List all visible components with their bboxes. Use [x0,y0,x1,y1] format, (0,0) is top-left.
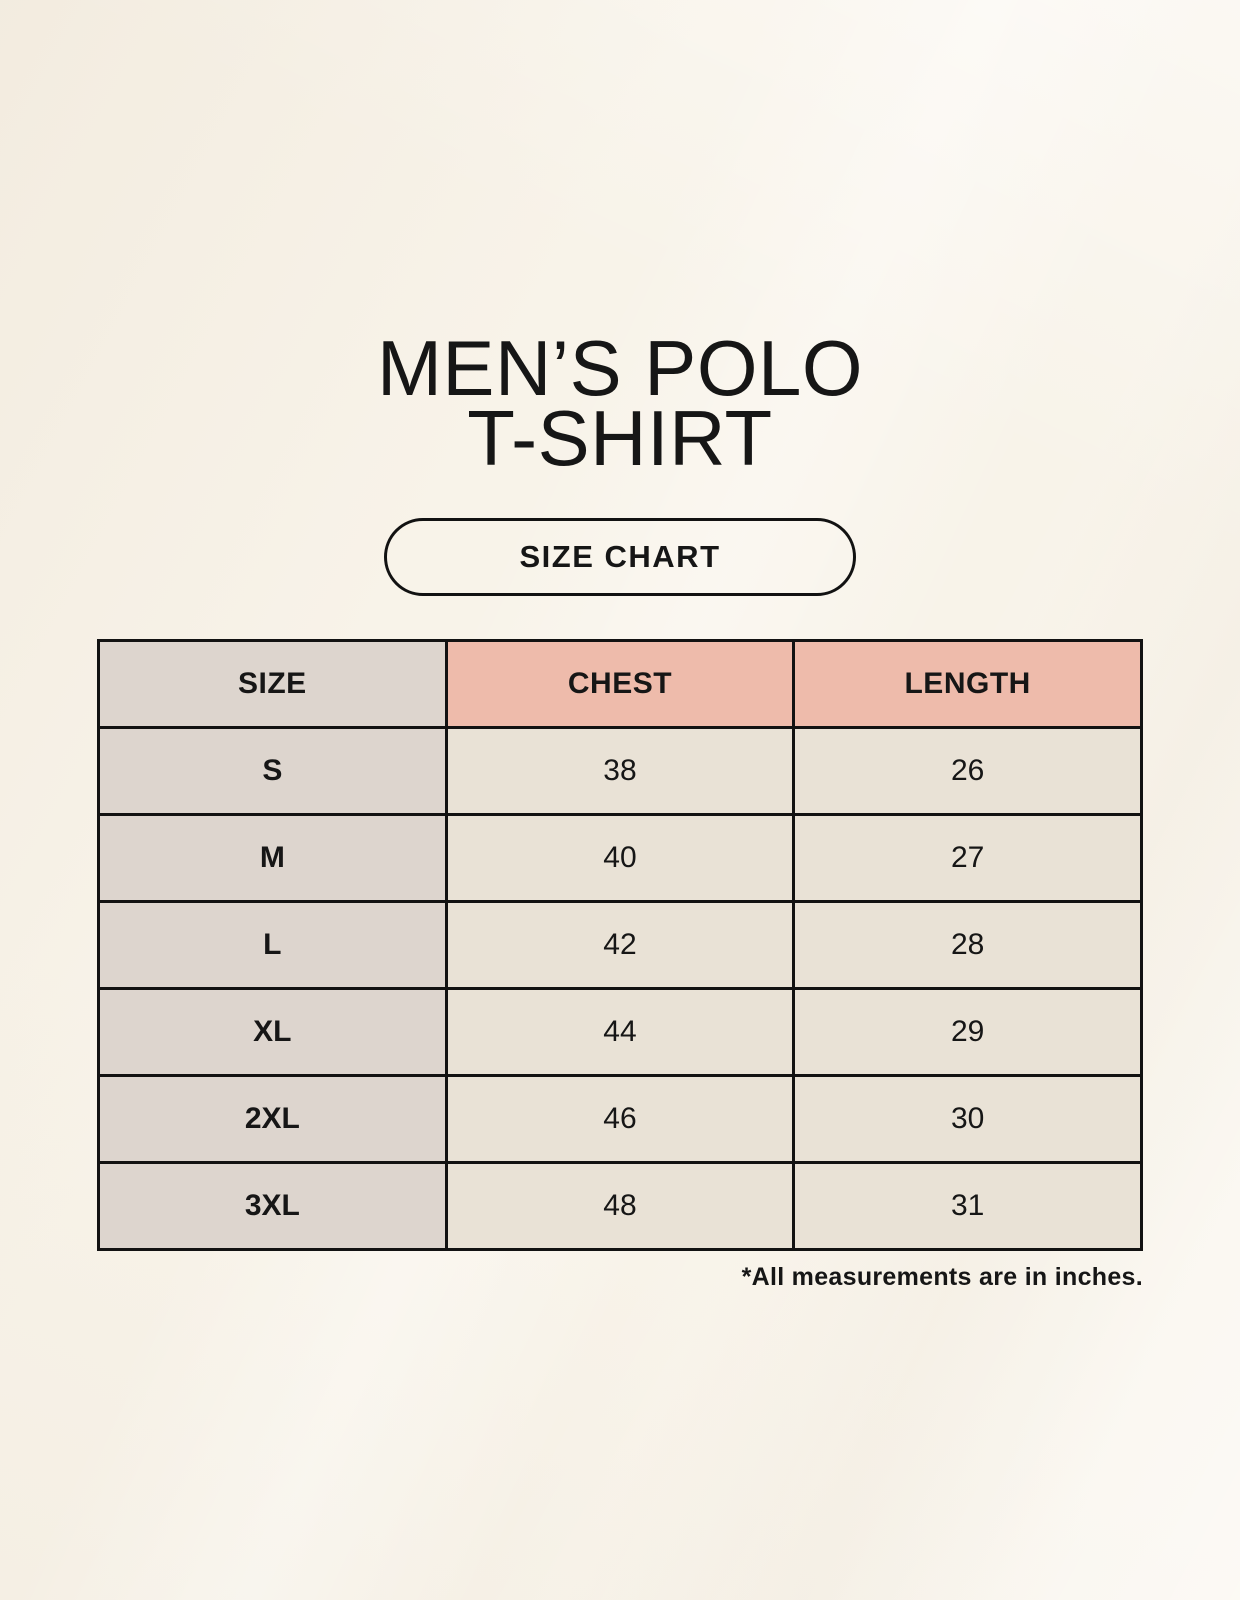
length-cell: 28 [792,900,1143,991]
table-header-row: SIZE CHEST LENGTH [97,639,1143,730]
chest-cell: 46 [444,1074,796,1165]
table-row-l: L 42 28 [97,900,1143,991]
column-header-chest: CHEST [444,639,796,730]
chest-cell: 48 [444,1161,796,1252]
size-cell: L [97,900,448,991]
length-cell: 31 [792,1161,1143,1252]
chest-cell: 38 [444,726,796,817]
content-area: MEN’S POLO T-SHIRT SIZE CHART SIZE CHEST… [0,0,1240,1292]
table-row-3xl: 3XL 48 31 [97,1161,1143,1252]
size-cell: M [97,813,448,904]
table-row-s: S 38 26 [97,726,1143,817]
size-cell: S [97,726,448,817]
length-cell: 27 [792,813,1143,904]
length-cell: 26 [792,726,1143,817]
column-header-size: SIZE [97,639,448,730]
column-header-length: LENGTH [792,639,1143,730]
size-cell: 2XL [97,1074,448,1165]
size-chart-table: SIZE CHEST LENGTH S 38 26 M 40 27 [97,639,1143,1252]
table-row-m: M 40 27 [97,813,1143,904]
size-cell: XL [97,987,448,1078]
length-cell: 30 [792,1074,1143,1165]
chest-cell: 44 [444,987,796,1078]
product-title-line1: MEN’S POLO [376,324,864,412]
page-title: MEN’S POLO T-SHIRT [0,0,1240,483]
chest-cell: 40 [444,813,796,904]
product-title-line2: T-SHIRT [467,394,773,483]
size-cell: 3XL [97,1161,448,1252]
size-chart-badge: SIZE CHART [384,518,856,597]
table-row-2xl: 2XL 46 30 [97,1074,1143,1165]
measurement-note: *All measurements are in inches. [741,1263,1143,1292]
chest-cell: 42 [444,900,796,991]
size-table-container: SIZE CHEST LENGTH S 38 26 M 40 27 [97,639,1143,1292]
size-chart-badge-label: SIZE CHART [519,539,721,575]
table-row-xl: XL 44 29 [97,987,1143,1078]
length-cell: 29 [792,987,1143,1078]
